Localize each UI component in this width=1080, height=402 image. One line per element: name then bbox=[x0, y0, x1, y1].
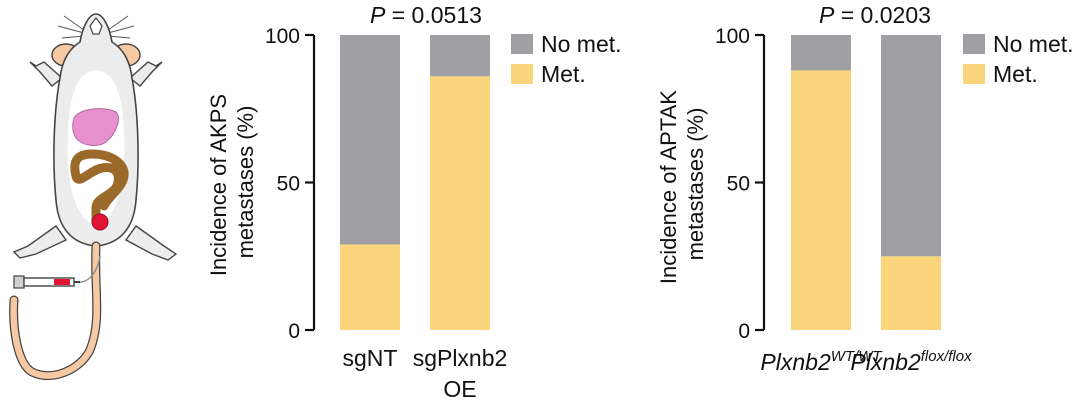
mouse-head bbox=[89, 17, 103, 35]
bars bbox=[791, 35, 941, 331]
bar-met-1 bbox=[340, 244, 400, 330]
legend-swatch bbox=[511, 34, 533, 54]
y-axis-title-line-1: Incidence of AKPS bbox=[206, 94, 231, 276]
p-symbol: P bbox=[819, 2, 835, 28]
liver-icon bbox=[72, 108, 119, 146]
y-axis-title: Incidence of APTAK metastases (%) bbox=[656, 84, 708, 284]
y-axis-title: Incidence of AKPS metastases (%) bbox=[206, 88, 258, 276]
bar-no-met-2 bbox=[430, 35, 490, 77]
mouse-illustration bbox=[9, 13, 178, 381]
bar-no-met-1 bbox=[340, 35, 400, 245]
y-tick-label: 0 bbox=[288, 320, 300, 343]
p-value-label: P = 0.0513 bbox=[370, 2, 482, 28]
y-tick-label: 0 bbox=[738, 320, 750, 343]
legend-swatch bbox=[511, 64, 533, 84]
legend-label: No met. bbox=[993, 31, 1074, 57]
y-axis: 0 50 100 bbox=[265, 25, 316, 343]
legend: No met. Met. bbox=[963, 31, 1074, 87]
chart-akps: P = 0.0513 Incidence of AKPS metastases … bbox=[206, 2, 622, 402]
x-category-label: sgPlxnb2 OE bbox=[413, 345, 508, 402]
category-labels: sgNT sgPlxnb2 OE bbox=[343, 345, 508, 402]
p-symbol: P bbox=[370, 2, 386, 28]
y-axis-title-line-1: Incidence of APTAK bbox=[656, 90, 681, 284]
chart-aptak: P = 0.0203 Incidence of APTAK metastases… bbox=[656, 2, 1074, 375]
bar-met-2 bbox=[430, 76, 490, 330]
legend: No met. Met. bbox=[511, 31, 622, 87]
legend-swatch bbox=[963, 64, 985, 84]
mouse-hind-leg-right bbox=[124, 225, 178, 261]
bar-met-1 bbox=[791, 70, 851, 331]
legend-label: No met. bbox=[541, 31, 622, 57]
y-tick-label: 50 bbox=[277, 173, 300, 196]
y-axis-title-line-2: metastases (%) bbox=[683, 108, 708, 261]
p-value: = 0.0203 bbox=[834, 2, 931, 28]
bar-no-met-2 bbox=[881, 35, 941, 257]
mouse-belly bbox=[67, 70, 125, 226]
legend-label: Met. bbox=[993, 61, 1038, 87]
tumor-icon bbox=[91, 213, 109, 231]
p-value: = 0.0513 bbox=[385, 2, 482, 28]
y-tick-label: 100 bbox=[715, 25, 750, 48]
syringe-icon bbox=[13, 255, 101, 289]
mouse-hind-leg-left bbox=[12, 225, 68, 259]
y-axis-title-line-2: metastases (%) bbox=[233, 106, 258, 259]
y-tick-label: 50 bbox=[727, 173, 750, 196]
colon-icon bbox=[70, 149, 129, 227]
bar-no-met-1 bbox=[791, 35, 851, 71]
y-tick-label: 100 bbox=[265, 25, 300, 48]
mouse-front-leg-left bbox=[29, 61, 64, 87]
y-axis: 0 50 100 bbox=[715, 25, 766, 343]
legend-swatch bbox=[963, 34, 985, 54]
p-value-label: P = 0.0203 bbox=[819, 2, 931, 28]
x-category-label: sgNT bbox=[343, 345, 398, 371]
x-category-label: Plxnb2flox/flox bbox=[850, 348, 972, 375]
mouse-front-leg-right bbox=[128, 61, 163, 87]
x-category-label: Plxnb2WT/WT bbox=[760, 348, 883, 375]
bars bbox=[340, 35, 490, 330]
legend-label: Met. bbox=[541, 61, 586, 87]
bar-met-2 bbox=[881, 256, 941, 330]
